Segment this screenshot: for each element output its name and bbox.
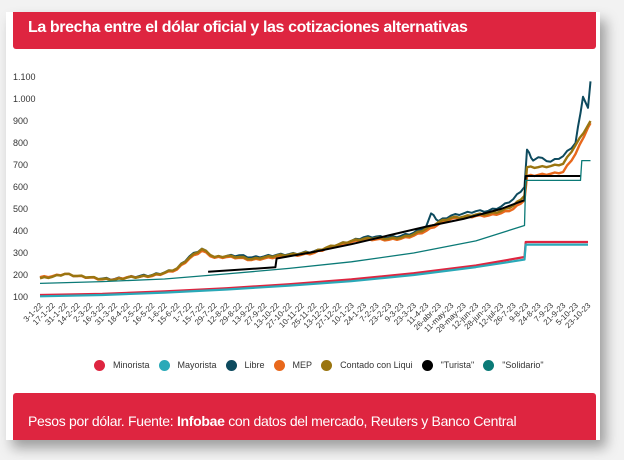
legend-swatch-icon <box>483 359 495 371</box>
legend-label: "Turista" <box>440 360 475 370</box>
y-tick-label: 900 <box>13 116 28 126</box>
series-line-mayorista <box>39 243 588 298</box>
legend-label: Mayorista <box>177 360 217 370</box>
legend-swatch-icon <box>321 359 333 371</box>
y-tick-label: 300 <box>13 248 28 258</box>
series-line-solidario <box>39 159 591 285</box>
chart-source-note: Pesos por dólar. Fuente: Infobae con dat… <box>13 393 596 440</box>
legend-swatch-icon <box>273 359 285 371</box>
legend-swatch-icon <box>94 359 105 371</box>
series-lines <box>39 81 592 298</box>
legend-item[interactable]: "Solidario" <box>483 359 544 371</box>
legend-swatch-icon <box>158 359 170 371</box>
y-tick-label: 800 <box>13 138 28 148</box>
legend-swatch-icon <box>421 359 433 371</box>
legend-swatch-icon <box>225 359 237 371</box>
legend-label: Contado con Liqui <box>340 360 413 370</box>
chart-card <box>6 12 600 440</box>
legend-label: MEP <box>292 360 313 370</box>
series-line-mep <box>39 122 592 282</box>
x-axis: 3-1-2217-1-2231-1-2214-2-222-3-2216-3-22… <box>22 301 593 335</box>
legend-item[interactable]: "Turista" <box>421 359 475 371</box>
y-tick-label: 1.100 <box>13 72 36 82</box>
legend-item[interactable]: Mayorista <box>158 359 217 371</box>
y-axis: 100 200 300 400 500 600 700 800 900 1.000 1.100 <box>13 72 36 302</box>
source-prefix: Pesos por dólar. Fuente: <box>28 413 177 429</box>
legend-label: Minorista <box>113 360 150 370</box>
y-tick-label: 700 <box>13 160 28 170</box>
chart-legend: Minorista Mayorista Libre MEP Contado con Li… <box>94 357 553 373</box>
legend-item[interactable]: Minorista <box>94 359 150 371</box>
y-tick-label: 200 <box>13 270 28 280</box>
series-line-minorista <box>39 240 588 297</box>
legend-item[interactable]: MEP <box>273 359 313 371</box>
y-tick-label: 500 <box>13 204 28 214</box>
y-tick-label: 100 <box>13 292 28 302</box>
source-name: Infobae <box>176 413 225 429</box>
series-line-contado-con-liqui <box>39 120 592 282</box>
y-tick-label: 1.000 <box>13 94 36 104</box>
y-tick-label: 600 <box>13 182 28 192</box>
y-tick-label: 400 <box>13 226 28 236</box>
legend-label: Libre <box>244 360 265 370</box>
chart-title: La brecha entre el dólar oficial y las c… <box>13 12 596 49</box>
legend-item[interactable]: Contado con Liqui <box>321 359 413 371</box>
chart-title-text: La brecha entre el dólar oficial y las c… <box>28 19 468 36</box>
source-suffix: con datos del mercado, Reuters y Banco C… <box>224 413 517 429</box>
legend-label: "Solidario" <box>502 360 544 370</box>
legend-item[interactable]: Libre <box>225 359 265 371</box>
